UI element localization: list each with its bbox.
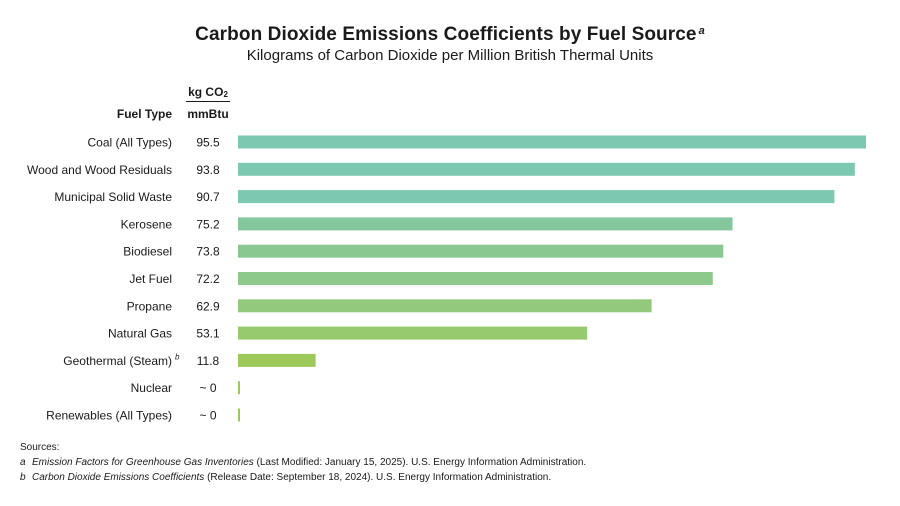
bar-renewables-all-types — [238, 408, 240, 422]
source-a: a Emission Factors for Greenhouse Gas Inv… — [20, 455, 586, 470]
title-footnote-marker: a — [698, 25, 705, 37]
category-label-natural-gas: Natural Gas — [108, 327, 172, 341]
category-label-biodiesel: Biodiesel — [123, 245, 172, 259]
category-label-propane: Propane — [127, 299, 173, 313]
bar-propane — [238, 299, 652, 313]
bar-chart: Coal (All Types) 95.5 Wood and Wood Residu… — [27, 135, 866, 423]
bar-jet-fuel — [238, 272, 713, 285]
unit-label-numerator: kg CO2 — [186, 85, 230, 102]
value-label-coal-all-types: 95.5 — [196, 136, 220, 150]
source-a-details: (Last Modified: January 15, 2025). U.S. … — [253, 457, 587, 468]
value-label-propane: 62.9 — [196, 299, 220, 313]
bar-wood-and-wood-residuals — [238, 162, 855, 176]
category-label-kerosene: Kerosene — [121, 217, 173, 231]
value-label-wood-and-wood-residuals: 93.8 — [196, 163, 220, 177]
unit-label-subscript: 2 — [223, 90, 228, 99]
category-label-nuclear: Nuclear — [131, 381, 172, 395]
value-label-kerosene: 75.2 — [196, 217, 220, 231]
source-a-title: Emission Factors for Greenhouse Gas Inve… — [32, 457, 254, 468]
value-label-natural-gas: 53.1 — [196, 327, 220, 341]
source-b-tag: b — [20, 472, 26, 483]
footnote-marker-geothermal-steam: b — [175, 352, 180, 361]
bar-coal-all-types — [238, 135, 866, 149]
bar-geothermal-steam — [238, 353, 316, 367]
category-label-wood-and-wood-residuals: Wood and Wood Residuals — [27, 163, 172, 177]
chart-title-text: Carbon Dioxide Emissions Coefficients by… — [195, 24, 697, 45]
chart-subtitle: Kilograms of Carbon Dioxide per Million … — [246, 47, 654, 64]
value-label-municipal-solid-waste: 90.7 — [196, 190, 220, 204]
value-label-geothermal-steam: 11.8 — [197, 354, 220, 368]
chart-title: Carbon Dioxide Emissions Coefficients by… — [0, 24, 900, 46]
unit-label-denominator: mmBtu — [187, 107, 229, 121]
sources-heading: Sources: — [20, 442, 60, 453]
unit-label-text: kg CO — [188, 85, 224, 99]
value-label-nuclear: ~ 0 — [199, 381, 216, 395]
category-label-municipal-solid-waste: Municipal Solid Waste — [54, 190, 172, 204]
sources-block: Sources: a Emission Factors for Greenhous… — [20, 440, 586, 485]
fuel-type-header: Fuel Type — [116, 107, 172, 121]
bar-natural-gas — [238, 326, 588, 340]
source-a-tag: a — [20, 457, 26, 468]
bar-nuclear — [238, 381, 240, 395]
value-label-jet-fuel: 72.2 — [196, 272, 220, 286]
value-label-biodiesel: 73.8 — [196, 245, 220, 259]
bar-municipal-solid-waste — [238, 190, 835, 204]
source-b-title: Carbon Dioxide Emissions Coefficients — [32, 472, 205, 483]
category-label-jet-fuel: Jet Fuel — [129, 272, 172, 286]
category-label-geothermal-steam: Geothermal (Steam) — [63, 354, 172, 368]
bar-kerosene — [238, 217, 733, 231]
source-b: b Carbon Dioxide Emissions Coefficients (… — [20, 470, 586, 485]
bar-biodiesel — [238, 244, 724, 258]
category-label-renewables-all-types: Renewables (All Types) — [46, 409, 172, 423]
category-label-coal-all-types: Coal (All Types) — [88, 136, 172, 150]
value-label-renewables-all-types: ~ 0 — [199, 409, 216, 423]
source-b-details: (Release Date: September 18, 2024). U.S.… — [204, 472, 552, 483]
